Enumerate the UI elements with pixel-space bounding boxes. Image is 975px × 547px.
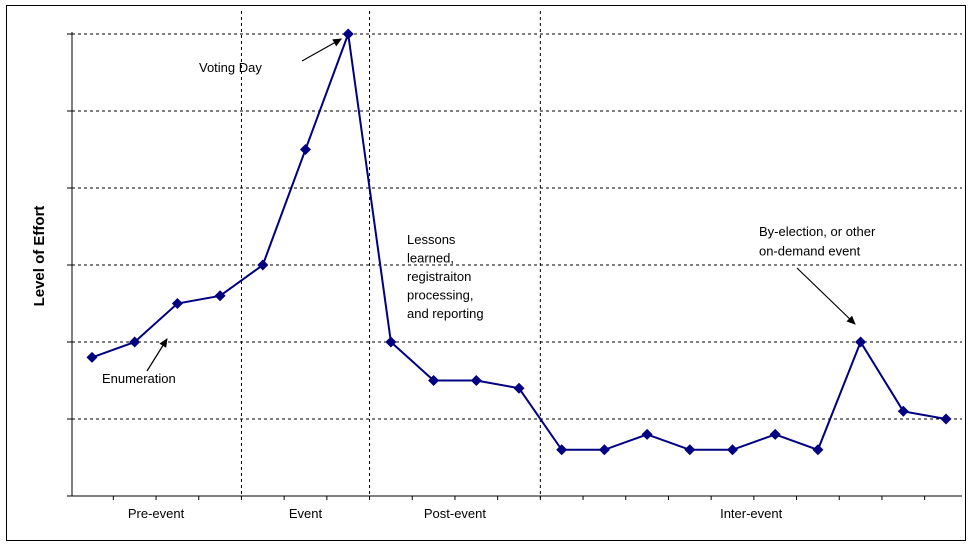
phase-label: Event xyxy=(289,506,323,521)
phase-label: Inter-event xyxy=(720,506,783,521)
annotation-text: processing, xyxy=(407,288,473,303)
chart-frame: Level of Effort Pre-event Event Post-event… xyxy=(6,5,966,541)
data-point-marker xyxy=(855,336,867,348)
phase-label: Post-event xyxy=(424,506,487,521)
y-axis-label: Level of Effort xyxy=(31,206,48,307)
data-point-marker xyxy=(727,444,738,456)
data-point-marker xyxy=(684,444,696,456)
annotation-text: learned, xyxy=(407,251,454,266)
data-point-marker xyxy=(897,405,909,417)
data-point-marker xyxy=(641,428,653,440)
line-chart: Level of Effort Pre-event Event Post-event… xyxy=(31,11,962,521)
annotation-text: registraiton xyxy=(407,269,471,284)
data-point-marker xyxy=(556,444,568,456)
data-point-marker xyxy=(470,375,482,386)
annotation-text: By-election, or other xyxy=(759,224,876,239)
data-point-marker xyxy=(598,444,610,456)
data-point-marker xyxy=(385,336,397,348)
data-point-marker xyxy=(300,144,311,155)
data-point-marker xyxy=(940,413,952,425)
annotation-text: and reporting xyxy=(407,306,484,321)
annotation-text: Voting Day xyxy=(199,60,262,75)
annotation-arrow xyxy=(301,38,343,62)
data-point-marker xyxy=(513,382,525,394)
annotation-text: Enumeration xyxy=(102,371,176,386)
annotation-text: Lessons xyxy=(407,232,456,247)
data-point-marker xyxy=(428,375,440,386)
annotation-arrow xyxy=(146,338,168,372)
annotation-arrow xyxy=(796,267,856,325)
data-point-marker xyxy=(342,28,354,40)
data-point-marker xyxy=(257,259,269,271)
data-point-marker xyxy=(214,290,226,302)
data-point-marker xyxy=(86,351,98,363)
annotations: Voting Day Enumeration Lessons learned, regi… xyxy=(102,38,876,386)
data-point-marker xyxy=(812,444,824,456)
phase-label: Pre-event xyxy=(128,506,185,521)
axes xyxy=(67,32,962,500)
annotation-text: on-demand event xyxy=(759,244,861,259)
data-point-marker xyxy=(171,298,183,309)
data-markers xyxy=(86,28,952,456)
data-point-marker xyxy=(769,428,781,440)
phase-labels: Pre-event Event Post-event Inter-event xyxy=(128,506,783,521)
gridlines xyxy=(72,11,962,498)
data-point-marker xyxy=(129,336,141,348)
